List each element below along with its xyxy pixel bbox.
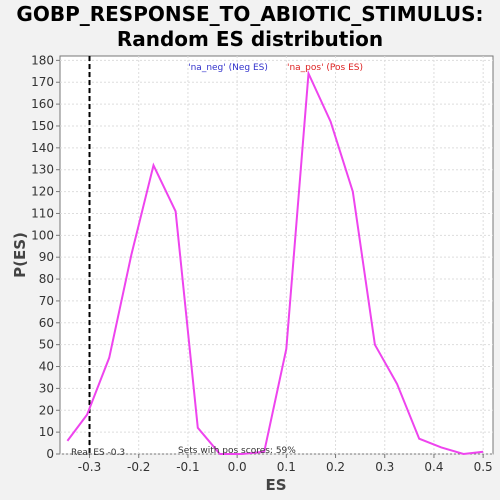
y-tick-label: 30 bbox=[39, 381, 54, 395]
y-tick-label: 80 bbox=[39, 272, 54, 286]
y-tick-label: 160 bbox=[31, 97, 54, 111]
x-tick-label: 0.2 bbox=[326, 460, 345, 474]
y-tick-label: 50 bbox=[39, 338, 54, 352]
x-tick-label: -0.3 bbox=[78, 460, 101, 474]
x-tick-label: 0.5 bbox=[474, 460, 493, 474]
y-tick-label: 70 bbox=[39, 294, 54, 308]
x-tick-label: 0.4 bbox=[424, 460, 443, 474]
real-es-label: Real ES -0.3 bbox=[71, 448, 125, 458]
pos-scores-label: Sets with pos scores: 59% bbox=[178, 446, 296, 456]
x-tick-label: 0.3 bbox=[375, 460, 394, 474]
y-tick-label: 100 bbox=[31, 228, 54, 242]
y-tick-label: 90 bbox=[39, 250, 54, 264]
chart-title-line1: GOBP_RESPONSE_TO_ABIOTIC_STIMULUS: bbox=[16, 2, 483, 26]
y-axis-label: P(ES) bbox=[11, 232, 29, 278]
x-axis-label: ES bbox=[265, 476, 286, 494]
y-tick-label: 40 bbox=[39, 360, 54, 374]
x-tick-label: -0.2 bbox=[127, 460, 150, 474]
x-tick-label: 0.1 bbox=[277, 460, 296, 474]
y-tick-label: 60 bbox=[39, 316, 54, 330]
chart-title-line2: Random ES distribution bbox=[117, 27, 383, 51]
y-tick-label: 120 bbox=[31, 185, 54, 199]
x-tick-label: -0.1 bbox=[176, 460, 199, 474]
y-axis-ticks: 0 10 20 30 40 50 60 70 80 90 100 110 120 130 140 150 160… bbox=[31, 53, 60, 461]
x-tick-label: 0.0 bbox=[228, 460, 247, 474]
es-distribution-line bbox=[66, 69, 484, 456]
y-tick-label: 150 bbox=[31, 119, 54, 133]
y-tick-label: 0 bbox=[46, 447, 54, 461]
legend-neg: 'na_neg' (Neg ES) bbox=[188, 63, 268, 73]
y-tick-label: 170 bbox=[31, 75, 54, 89]
grid bbox=[60, 56, 493, 455]
y-tick-label: 20 bbox=[39, 403, 54, 417]
y-tick-label: 110 bbox=[31, 206, 54, 220]
x-axis-ticks: -0.3 -0.2 -0.1 0.0 0.1 0.2 0.3 0.4 0.5 bbox=[78, 454, 493, 474]
y-tick-label: 10 bbox=[39, 425, 54, 439]
y-tick-label: 130 bbox=[31, 163, 54, 177]
legend-pos: 'na_pos' (Pos ES) bbox=[287, 63, 363, 73]
y-tick-label: 180 bbox=[31, 53, 54, 67]
y-tick-label: 140 bbox=[31, 141, 54, 155]
